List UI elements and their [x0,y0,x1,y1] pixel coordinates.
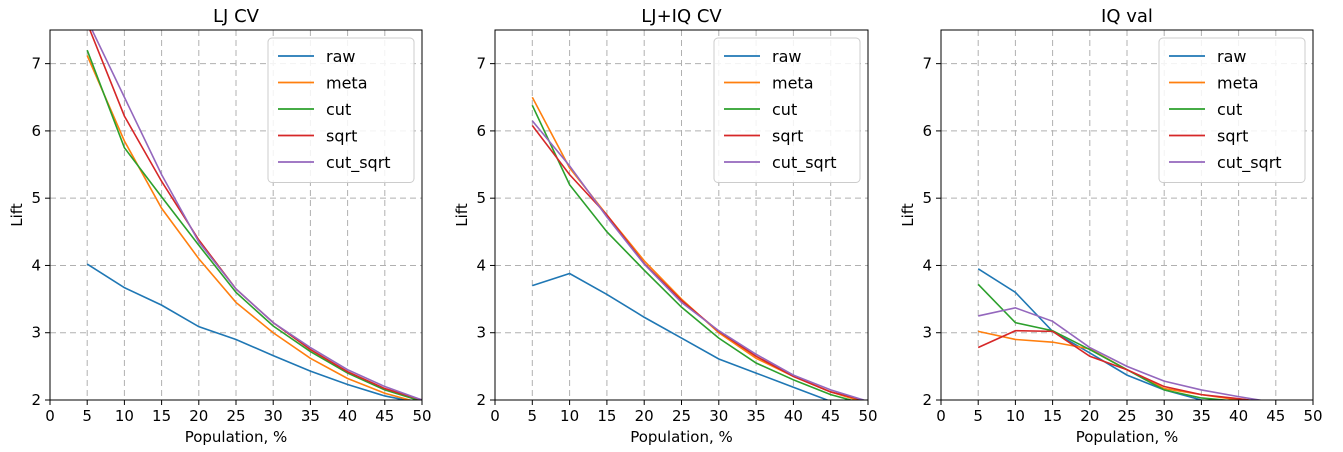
y-tick-label: 2 [922,391,932,409]
x-tick-label: 30 [264,407,283,425]
series-line-cut_sqrt [531,120,867,400]
legend: raw meta cut sqrt cut_sqrt [713,37,861,183]
x-tick-label: 5 [528,407,538,425]
x-tick-label: 25 [1117,407,1136,425]
x-tick-label: 5 [973,407,983,425]
chart-title: LJ+IQ CV [641,6,722,27]
x-axis-label: Population, % [630,428,733,446]
legend: raw meta cut sqrt cut_sqrt [267,37,415,183]
legend-box [267,37,415,183]
series-line-meta [978,330,1248,400]
legend-label-meta: meta [772,74,814,93]
series-line-meta [86,55,413,400]
x-tick-label: 10 [1006,407,1025,425]
x-tick-label: 0 [936,407,946,425]
y-tick-label: 4 [922,256,932,274]
chart-title: LJ CV [213,6,260,27]
x-tick-label: 5 [82,407,92,425]
x-tick-label: 0 [490,407,500,425]
legend-label-raw: raw [1217,47,1246,66]
legend-label-cut_sqrt: cut_sqrt [1217,153,1282,173]
x-tick-label: 40 [1229,407,1248,425]
x-tick-label: 35 [301,407,320,425]
x-tick-label: 35 [1192,407,1211,425]
legend-box [713,37,861,183]
legend-box [1158,37,1306,183]
y-tick-label: 2 [476,391,486,409]
x-tick-label: 20 [189,407,208,425]
legend-label-sqrt: sqrt [772,127,803,146]
y-tick-label: 7 [476,55,486,73]
y-axis-label: Lift [453,203,471,227]
x-tick-label: 50 [1303,407,1322,425]
x-tick-label: 10 [560,407,579,425]
x-tick-label: 50 [412,407,431,425]
legend-label-cut_sqrt: cut_sqrt [772,153,837,173]
x-tick-label: 15 [1043,407,1062,425]
y-tick-label: 6 [31,122,41,140]
x-tick-label: 40 [784,407,803,425]
series-line-cut_sqrt [91,30,422,400]
x-tick-label: 20 [635,407,654,425]
series-line-cut_sqrt [978,307,1265,400]
x-tick-label: 45 [375,407,394,425]
x-tick-label: 10 [115,407,134,425]
series-line-cut [531,105,854,400]
legend-label-meta: meta [1217,74,1259,93]
y-tick-label: 3 [476,324,486,342]
legend-label-sqrt: sqrt [1217,127,1248,146]
x-tick-label: 25 [226,407,245,425]
series-line-cut [977,283,1233,400]
x-tick-label: 40 [338,407,357,425]
y-tick-label: 4 [476,256,486,274]
y-tick-label: 7 [922,55,932,73]
x-tick-label: 20 [1080,407,1099,425]
x-tick-label: 25 [672,407,691,425]
x-tick-label: 15 [152,407,171,425]
y-tick-label: 4 [31,256,41,274]
y-tick-label: 7 [31,55,41,73]
y-axis-label: Lift [899,203,917,227]
legend-label-raw: raw [326,47,355,66]
x-axis-label: Population, % [1076,428,1179,446]
legend-label-cut_sqrt: cut_sqrt [326,153,391,173]
x-tick-label: 50 [858,407,877,425]
x-tick-label: 0 [45,407,55,425]
legend-label-cut: cut [1217,100,1242,119]
x-axis-label: Population, % [185,428,288,446]
x-tick-label: 45 [821,407,840,425]
y-tick-label: 6 [476,122,486,140]
series-line-raw [977,268,1211,400]
y-tick-label: 3 [31,324,41,342]
legend-label-cut: cut [326,100,351,119]
x-tick-label: 15 [597,407,616,425]
y-tick-label: 5 [476,189,486,207]
x-tick-label: 30 [1155,407,1174,425]
series-line-raw [86,263,410,400]
legend-label-sqrt: sqrt [326,127,357,146]
series-line-sqrt [977,329,1256,400]
y-axis-label: Lift [8,203,26,227]
y-tick-label: 3 [922,324,932,342]
y-tick-label: 5 [922,189,932,207]
x-tick-label: 45 [1266,407,1285,425]
legend-label-raw: raw [772,47,801,66]
legend: raw meta cut sqrt cut_sqrt [1158,37,1306,183]
x-tick-label: 30 [709,407,728,425]
y-tick-label: 6 [922,122,932,140]
series-line-raw [532,272,830,400]
y-tick-label: 2 [31,391,41,409]
chart-title: IQ val [1101,6,1153,27]
series-line-cut [86,49,421,400]
legend-label-meta: meta [326,74,368,93]
y-tick-label: 5 [31,189,41,207]
x-tick-label: 35 [747,407,766,425]
legend-label-cut: cut [772,100,797,119]
